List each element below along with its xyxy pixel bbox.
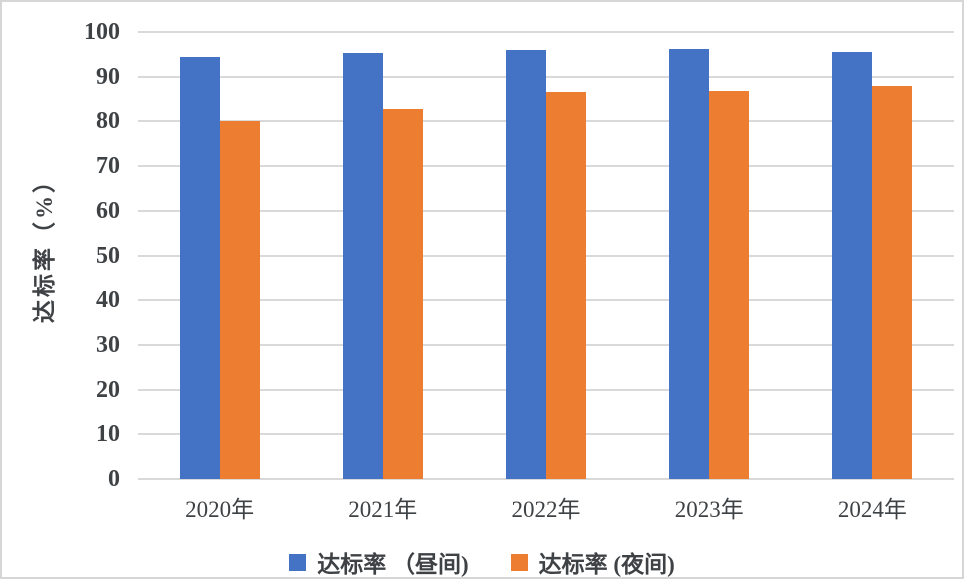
bar-daytime-2023 [669, 49, 710, 479]
y-tick-label-40: 40 [96, 287, 120, 314]
gridline-100 [138, 31, 954, 33]
y-tick-label-90: 90 [96, 63, 120, 90]
y-tick-label-60: 60 [96, 197, 120, 224]
bar-group-2024 [791, 32, 954, 479]
y-tick-label-100: 100 [84, 19, 120, 45]
y-tick-label-0: 0 [108, 466, 120, 492]
bar-group-2022 [464, 32, 627, 479]
x-tick-label-2021: 2021年 [348, 497, 418, 522]
bar-group-2023 [628, 32, 791, 479]
bar-daytime-2024 [832, 51, 873, 479]
legend: 达标率 （昼间) 达标率 (夜间) [2, 545, 962, 577]
bar-nighttime-2021 [382, 108, 423, 479]
gridline-0 [138, 478, 954, 480]
y-tick-label-10: 10 [96, 421, 120, 448]
bar-nighttime-2022 [545, 92, 586, 479]
y-tick-label-70: 70 [96, 153, 120, 180]
y-tick-label-20: 20 [96, 376, 120, 403]
y-tick-label-30: 30 [96, 331, 120, 358]
bar-nighttime-2023 [709, 90, 750, 479]
legend-swatch-daytime [289, 553, 307, 571]
legend-item-daytime: 达标率 （昼间) [289, 545, 469, 577]
x-tick-label-2022: 2022年 [511, 497, 581, 522]
bar-group-2021 [301, 32, 464, 479]
bar-nighttime-2024 [872, 85, 913, 479]
bar-daytime-2022 [505, 50, 546, 479]
bar-group-2020 [138, 32, 301, 479]
x-tick-label-2020: 2020年 [185, 497, 255, 522]
gridline-90 [138, 75, 954, 78]
bar-nighttime-2020 [219, 121, 260, 479]
x-tick-label-2024: 2024年 [837, 497, 907, 522]
bar-daytime-2020 [179, 56, 220, 479]
legend-label-nighttime: 达标率 (夜间) [538, 552, 675, 577]
bar-daytime-2021 [342, 52, 383, 479]
legend-item-nighttime: 达标率 (夜间) [510, 545, 675, 577]
y-tick-label-50: 50 [96, 242, 120, 269]
y-tick-label-80: 80 [96, 108, 120, 135]
legend-label-daytime: 达标率 （昼间) [317, 552, 469, 577]
x-tick-label-2023: 2023年 [674, 497, 744, 522]
legend-swatch-nighttime [510, 553, 528, 571]
plot-area [138, 31, 954, 480]
